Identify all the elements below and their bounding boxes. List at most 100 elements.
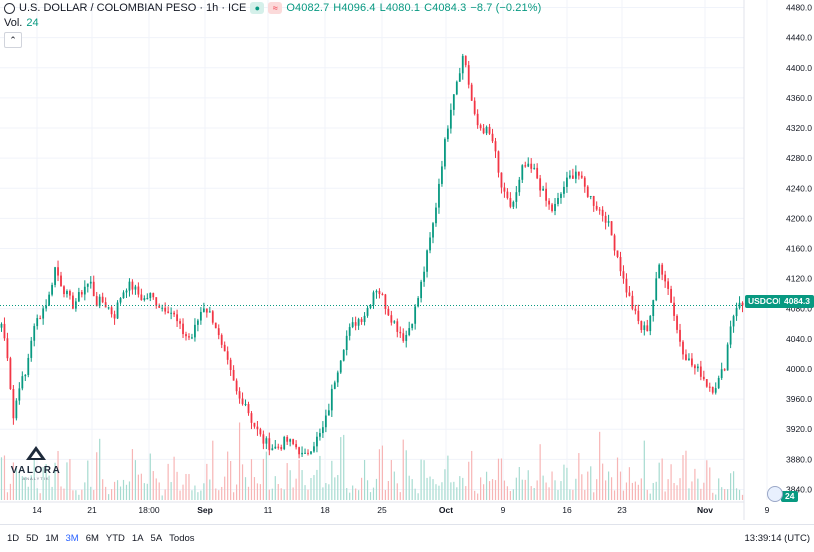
price-tick-label: 4040.0	[786, 334, 812, 344]
volume-bar	[212, 440, 214, 500]
volume-bar	[113, 481, 116, 500]
candle-body	[3, 323, 6, 339]
candle-body	[506, 191, 509, 199]
data-warning-icon[interactable]: ≈	[268, 2, 283, 14]
volume-bar	[712, 492, 714, 500]
volume-axis-label: 24	[781, 491, 799, 502]
volume-bar	[119, 486, 122, 500]
volume-bar	[140, 473, 142, 500]
candle-body	[83, 286, 86, 295]
candle-body	[280, 447, 283, 450]
candle-body	[104, 302, 107, 308]
market-status-icon[interactable]: ●	[250, 2, 265, 14]
collapse-legend-button[interactable]: ⌃	[4, 32, 22, 48]
candle-body	[274, 446, 277, 449]
volume-bar	[108, 494, 110, 500]
volume-bar	[322, 487, 324, 500]
candle-body	[27, 357, 30, 375]
volume-bar	[384, 489, 386, 500]
candle-body	[137, 286, 140, 295]
candle-body	[521, 165, 524, 180]
candle-body	[0, 323, 3, 328]
volume-bar	[0, 457, 3, 500]
volume-bar	[566, 467, 568, 500]
candle-body	[116, 302, 119, 319]
candle-body	[69, 290, 71, 296]
candle-body	[708, 386, 711, 388]
volume-bar	[649, 493, 651, 500]
time-axis: 14 21 18:00 Sep 11 18 25 Oct 9 16 23 Nov 9	[0, 501, 770, 515]
candle-body	[214, 322, 217, 329]
candle-body	[685, 354, 687, 360]
utc-clock[interactable]: 13:39:14 (UTC)	[744, 533, 810, 544]
volume-bar	[176, 471, 178, 500]
chart-title: U.S. DOLLAR / COLOMBIAN PESO · 1h · ICE	[19, 2, 247, 14]
volume-bar	[349, 492, 351, 500]
volume-bar	[682, 455, 684, 500]
volume-bar	[12, 462, 14, 500]
scroll-to-realtime-icon[interactable]	[767, 486, 783, 502]
range-button-1m[interactable]: 1M	[45, 533, 59, 544]
volume-bar	[506, 486, 509, 500]
candle-body	[283, 436, 286, 450]
candle-body	[598, 209, 601, 211]
candle-body	[185, 334, 187, 337]
volume-bar	[646, 489, 648, 500]
volume-bar	[533, 487, 535, 500]
volume-bar	[524, 479, 526, 500]
volume-bar	[298, 459, 300, 500]
volume-bar	[724, 489, 726, 500]
candle-body	[205, 308, 208, 313]
candle-body	[679, 329, 681, 342]
candle-body	[131, 281, 134, 290]
candle-body	[167, 311, 170, 313]
volume-bar	[679, 478, 681, 500]
candle-body	[244, 404, 247, 406]
candle-body	[464, 55, 467, 66]
candle-body	[449, 109, 452, 129]
range-button-3m[interactable]: 3M	[65, 533, 79, 544]
range-button-1d[interactable]: 1D	[7, 533, 20, 544]
time-tick-label: 9	[501, 505, 506, 515]
candle-body	[319, 433, 321, 437]
range-button-1a[interactable]: 1A	[131, 533, 144, 544]
candle-body	[551, 204, 553, 212]
candle-body	[491, 133, 494, 142]
volume-bar	[381, 445, 384, 500]
candle-body	[542, 188, 545, 191]
chevron-up-icon: ⌃	[9, 35, 17, 45]
volume-bar	[221, 486, 223, 500]
range-button-ytd[interactable]: YTD	[105, 533, 125, 544]
volume-bar	[99, 438, 101, 500]
candle-body	[18, 388, 21, 401]
time-tick-label: 23	[617, 505, 627, 515]
volume-bar	[363, 459, 366, 500]
range-button-5a[interactable]: 5A	[150, 533, 163, 544]
candle-body	[89, 281, 92, 284]
range-button-todos[interactable]: Todos	[169, 533, 195, 544]
volume-bar	[432, 479, 434, 500]
volume-bar	[122, 479, 125, 500]
candle-body	[354, 322, 357, 326]
price-chart[interactable]: 4480.0 4440.0 4400.0 4360.0 4320.0 4280.0 4240…	[0, 0, 814, 520]
volume-bar	[328, 484, 330, 500]
volume-bar	[170, 482, 172, 500]
range-button-5d[interactable]: 5D	[26, 533, 39, 544]
candle-body	[369, 304, 372, 308]
volume-bar	[33, 450, 35, 500]
candle-body	[735, 307, 738, 317]
volume-bar	[45, 463, 47, 500]
volume-bar	[518, 467, 520, 500]
candle-body	[625, 278, 628, 293]
symbol-price-label: USDCOP	[745, 295, 788, 308]
candle-body	[604, 215, 607, 223]
candle-body	[110, 307, 113, 315]
candle-body	[57, 267, 59, 276]
volume-bar	[146, 483, 148, 500]
candle-body	[220, 335, 223, 345]
candle-body	[417, 298, 420, 307]
ohlc-high: H4096.4	[333, 2, 376, 14]
candle-body	[613, 235, 616, 251]
range-button-6m[interactable]: 6M	[85, 533, 99, 544]
price-tick-label: 4080.0	[786, 304, 812, 314]
